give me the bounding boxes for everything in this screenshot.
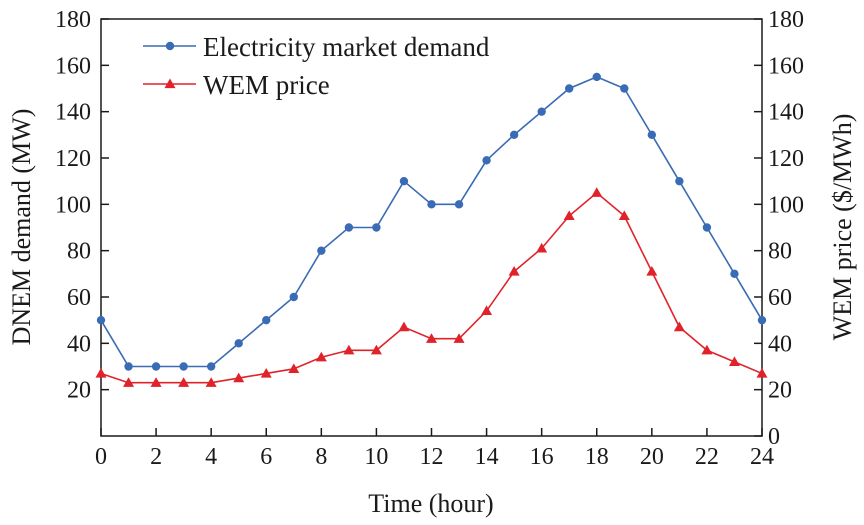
x-tick-label: 10 [364,444,388,470]
series-2-point [673,321,685,332]
series-1-point [537,107,546,116]
series-2-point [701,344,713,355]
series-2-point [481,305,493,316]
y-left-tick-label: 160 [55,53,91,79]
series-2-point [343,344,355,355]
series-2-point [178,377,190,387]
series-2-point [591,187,603,197]
y-right-tick-label: 140 [768,100,804,126]
legend: Electricity market demand WEM price [143,32,490,100]
series-1-point [399,176,409,186]
axes: 0 2 4 6 8 10 12 14 16 18 20 22 242040608010012014016… [55,7,804,470]
legend-label-1: Electricity market demand [203,32,490,62]
x-tick-label: 22 [695,444,719,470]
series-2-point [508,266,520,276]
series-1-point [647,130,657,140]
series-2-point [536,242,548,253]
plot-frame [100,18,763,437]
y-left-tick-label: 80 [67,239,91,265]
series-layer [95,72,768,387]
series-2-point [563,210,575,221]
x-tick-label: 20 [640,444,664,470]
series-1-point [317,246,326,255]
x-tick-label: 24 [750,444,774,470]
series-2-point [205,377,217,387]
y-right-tick-label: 20 [768,378,792,404]
x-tick-label: 14 [475,444,499,470]
series-2-point [453,333,465,343]
series-1-point [592,72,601,82]
series-1-point [565,84,574,93]
x-axis-title: Time (hour) [368,489,493,518]
series-1-point [675,176,684,186]
series-1-point [620,84,629,93]
series-1-point [482,156,491,165]
y-axis-title-right: WEM price ($/MWh) [828,114,857,341]
series-1-point [234,339,243,348]
legend-marker-1 [165,41,175,51]
series-1-point [454,200,464,209]
y-left-tick-label: 60 [67,285,91,311]
series-2-point [618,210,630,221]
series-2-point [646,266,658,276]
series-2-point [233,372,245,383]
series-1-point [96,315,106,325]
series-1-point [372,223,381,232]
series-1-point [702,223,712,232]
series-1-point [151,362,161,371]
series-2-point [756,367,768,378]
series-2-point [426,333,437,343]
series-2-point [728,356,740,366]
series-2-point [370,344,382,355]
x-tick-label: 12 [420,444,444,470]
series-1-point [344,223,354,232]
y-axis-title-left: DNEM demand (MW) [7,109,36,346]
series-1-point [289,292,298,302]
y-right-tick-label: 160 [768,53,804,79]
series-2-point [315,351,327,362]
x-tick-label: 18 [585,444,609,470]
legend-marker-2 [164,78,176,89]
series-2-point [150,377,162,387]
y-right-tick-label: 0 [768,424,780,450]
y-left-tick-label: 120 [55,146,91,172]
series-2-point [288,363,300,373]
series-1-point [757,315,767,325]
series-1-point [427,200,436,209]
y-left-tick-label: 20 [67,378,91,404]
series-2-point [398,321,410,332]
x-tick-label: 16 [530,444,554,470]
x-tick-label: 4 [205,444,217,470]
x-tick-label: 6 [260,444,272,470]
series-2-point [123,377,135,387]
series-2-point [260,367,272,378]
y-right-tick-label: 60 [768,285,792,311]
y-left-tick-label: 180 [55,7,91,33]
series-1-point [206,362,216,371]
y-right-tick-label: 180 [768,7,804,33]
y-left-tick-label: 100 [55,192,91,218]
y-right-tick-label: 40 [768,331,792,357]
series-1-point [124,362,133,371]
series-1-point [179,362,188,371]
y-left-tick-label: 40 [67,331,91,357]
series-line-2 [100,191,763,384]
series-1-point [509,130,519,140]
y-right-tick-label: 100 [768,192,804,218]
series-line-1 [100,76,763,368]
series-1-point [262,315,271,325]
series-2-point [95,367,107,378]
y-right-tick-label: 120 [768,146,804,172]
y-left-tick-label: 140 [55,100,91,126]
y-right-tick-label: 80 [768,239,792,265]
x-tick-label: 2 [150,444,162,470]
x-tick-label: 8 [315,444,327,470]
x-tick-label: 0 [95,444,107,470]
legend-label-2: WEM price [203,70,330,100]
series-1-point [730,269,739,279]
